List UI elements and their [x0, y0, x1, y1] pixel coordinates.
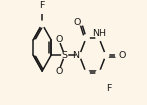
Circle shape — [76, 52, 82, 58]
Circle shape — [56, 68, 62, 74]
Circle shape — [103, 86, 109, 92]
Circle shape — [103, 52, 109, 58]
Text: O: O — [55, 35, 62, 44]
Circle shape — [116, 52, 121, 58]
Circle shape — [39, 21, 45, 27]
Text: O: O — [118, 51, 126, 60]
Text: S: S — [62, 51, 68, 60]
Text: NH: NH — [92, 29, 106, 38]
Text: F: F — [106, 84, 111, 93]
Circle shape — [83, 70, 89, 76]
Text: O: O — [55, 67, 62, 75]
Circle shape — [83, 35, 89, 41]
Text: F: F — [40, 1, 45, 10]
Circle shape — [78, 19, 84, 25]
Text: N: N — [72, 51, 79, 60]
Circle shape — [96, 70, 102, 76]
Circle shape — [39, 7, 45, 13]
Circle shape — [62, 52, 68, 58]
Circle shape — [56, 37, 62, 43]
Circle shape — [96, 35, 102, 41]
Text: O: O — [74, 18, 81, 27]
